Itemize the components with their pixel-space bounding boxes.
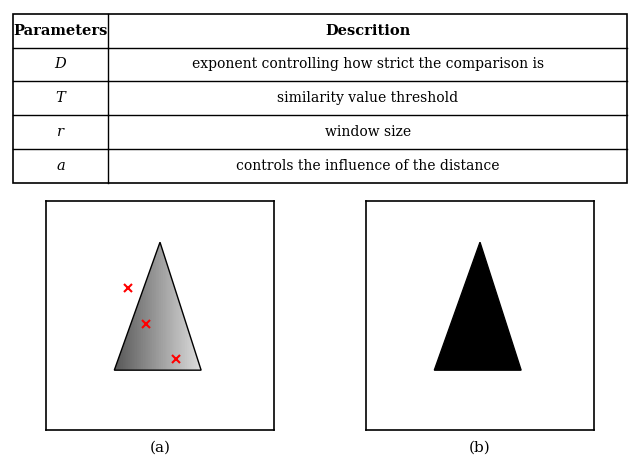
Text: (b): (b) [469, 441, 491, 455]
Text: exponent controlling how strict the comparison is: exponent controlling how strict the comp… [191, 58, 543, 71]
Text: Descrition: Descrition [325, 24, 410, 37]
Text: similarity value threshold: similarity value threshold [277, 91, 458, 105]
Text: (a): (a) [150, 441, 170, 455]
Text: r: r [57, 125, 64, 139]
Text: T: T [56, 91, 65, 105]
Text: a: a [56, 159, 65, 173]
Text: controls the influence of the distance: controls the influence of the distance [236, 159, 499, 173]
Text: D: D [54, 58, 67, 71]
Text: window size: window size [324, 125, 411, 139]
Polygon shape [435, 242, 521, 370]
Text: Parameters: Parameters [13, 24, 108, 37]
